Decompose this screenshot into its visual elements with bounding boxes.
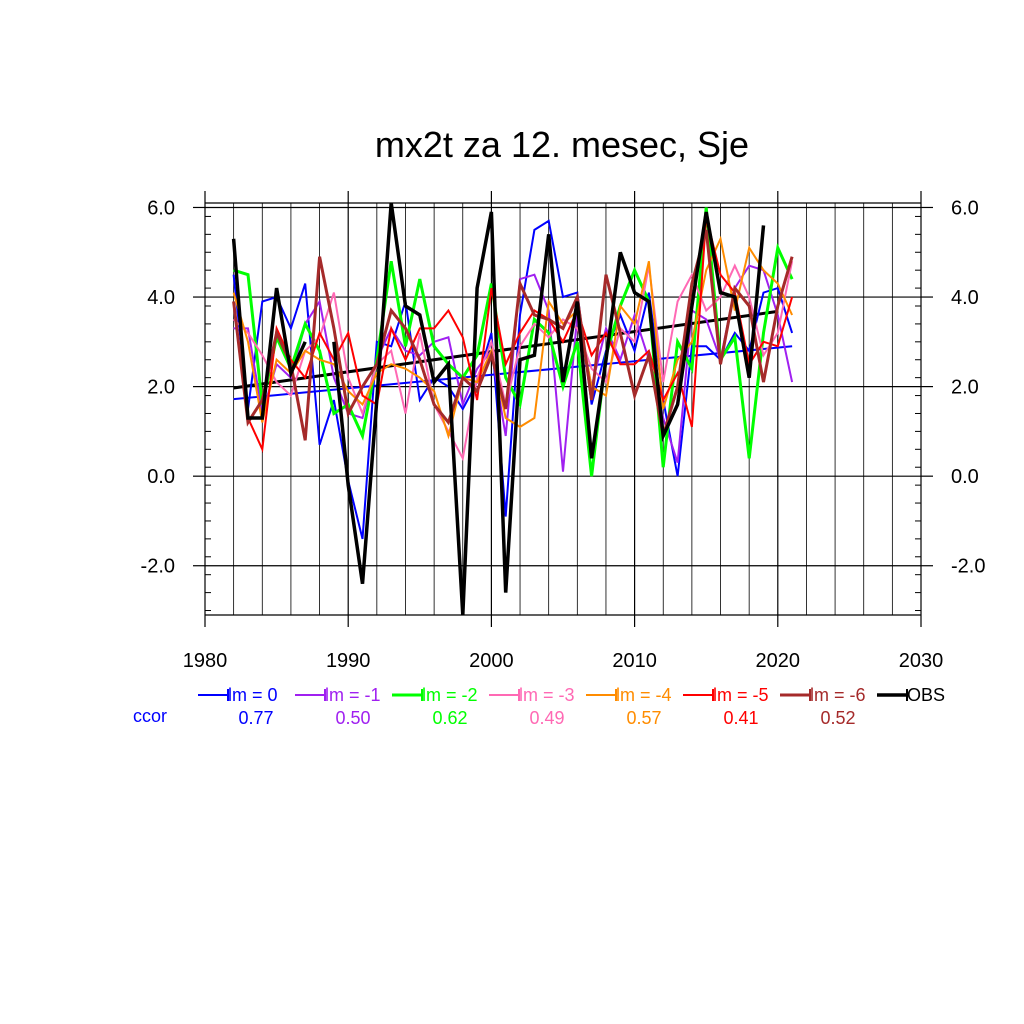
legend-label: lm = 0 (228, 685, 278, 705)
y-tick-label-left: -2.0 (141, 556, 175, 578)
y-tick-label-right: 2.0 (951, 377, 979, 399)
y-tick-label-right: 6.0 (951, 197, 979, 219)
x-tick-label: 2010 (612, 650, 657, 672)
y-tick-label-left: 4.0 (147, 287, 175, 309)
legend-ccor-value: 0.41 (723, 708, 758, 728)
series-line (232, 261, 794, 462)
legend-label: lm = -1 (325, 685, 381, 705)
ccor-label: ccor (133, 706, 167, 726)
legend-ccor-value: 0.57 (626, 708, 661, 728)
legend-label: OBS (907, 685, 945, 705)
x-tick-label: 1990 (326, 650, 371, 672)
x-tick-label: 2030 (899, 650, 944, 672)
x-tick-label: 1980 (183, 650, 228, 672)
legend-label: lm = -6 (810, 685, 866, 705)
chart-title: mx2t za 12. mesec, Sje (375, 124, 749, 165)
x-tick-label: 2020 (756, 650, 801, 672)
series-line (232, 235, 794, 440)
legend-ccor-value: 0.52 (820, 708, 855, 728)
legend-label: lm = -2 (422, 685, 478, 705)
series-line (231, 238, 307, 420)
y-tick-label-right: -2.0 (951, 556, 985, 578)
grid (204, 191, 922, 627)
series-line (332, 202, 766, 616)
legend-ccor-value: 0.49 (529, 708, 564, 728)
y-tick-label-right: 0.0 (951, 466, 979, 488)
legend: ccor lm = 0 0.77 lm = -1 0.50 lm = -2 0.62 lm … (133, 685, 945, 728)
y-tick-label-left: 0.0 (147, 466, 175, 488)
series-line (232, 219, 794, 540)
legend-label: lm = -3 (519, 685, 575, 705)
legend-label: lm = -5 (713, 685, 769, 705)
legend-ccor-value: 0.50 (335, 708, 370, 728)
series-lines (231, 202, 794, 616)
y-tick-label-left: 2.0 (147, 377, 175, 399)
legend-ccor-value: 0.77 (238, 708, 273, 728)
series-line (233, 207, 794, 477)
y-tick-label-right: 4.0 (951, 287, 979, 309)
legend-ccor-value: 0.62 (432, 708, 467, 728)
plot-frame (205, 202, 921, 616)
axis-ticks: -2.0 -2.0 0.0 0.0 2.0 2.0 4.0 4.0 6.0 6.0 1980 1990… (141, 197, 986, 672)
x-tick-label: 2000 (469, 650, 514, 672)
y-tick-label-left: 6.0 (147, 197, 175, 219)
legend-label: lm = -4 (616, 685, 672, 705)
